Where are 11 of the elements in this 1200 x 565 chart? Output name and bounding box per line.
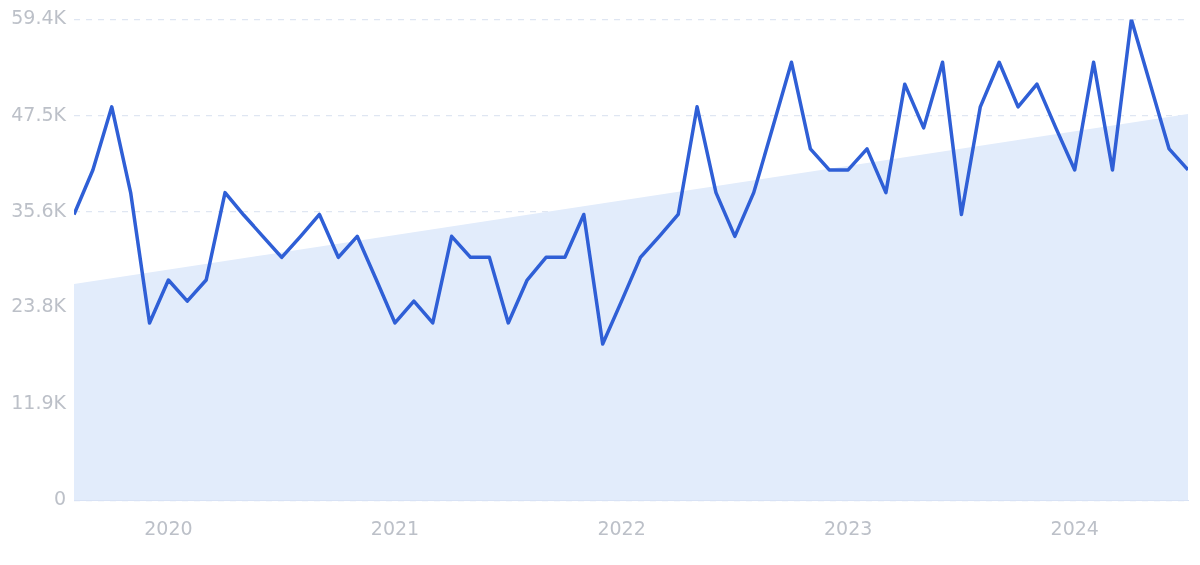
y-tick-label: 0 [53, 487, 66, 510]
y-tick-label: 11.9K [11, 390, 67, 413]
x-tick-label: 2021 [370, 516, 420, 539]
x-tick-label: 2022 [597, 516, 646, 539]
y-tick-label: 59.4K [11, 6, 67, 29]
y-tick-label: 23.8K [11, 294, 67, 317]
x-tick-label: 2024 [1050, 516, 1099, 539]
x-tick-label: 2020 [144, 516, 193, 539]
y-tick-label: 35.6K [11, 198, 67, 221]
x-tick-label: 2023 [823, 516, 873, 539]
y-tick-label: 47.5K [11, 102, 67, 125]
